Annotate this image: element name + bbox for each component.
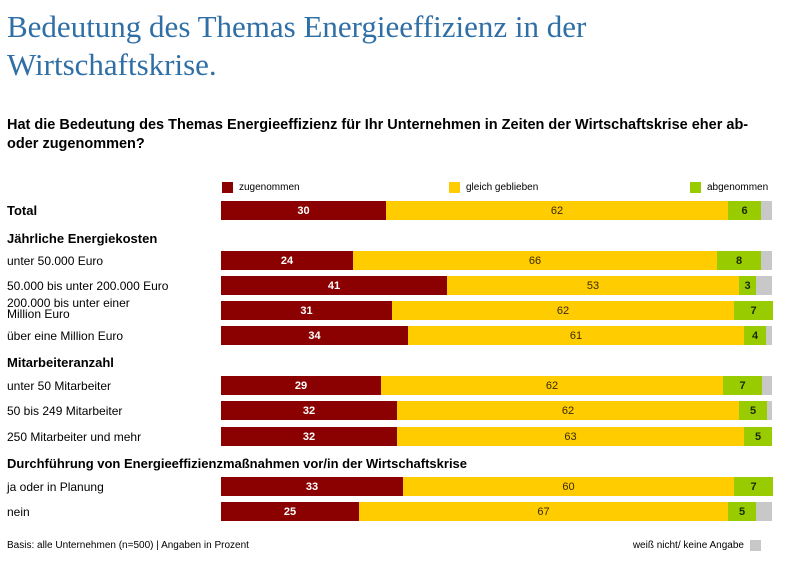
legend-swatch-unknown	[750, 540, 761, 551]
group-header-2: Mitarbeiteranzahl	[7, 355, 114, 370]
bar-value-label: 34	[308, 329, 321, 342]
bar-segment-up: 32	[221, 427, 397, 446]
bar-segment-up: 32	[221, 401, 397, 420]
legend-label-down: abgenommen	[707, 182, 769, 193]
group-header-3: Durchführung von Energieeffizienzmaßnahm…	[7, 456, 468, 471]
bar-value-label: 32	[302, 404, 316, 417]
bar-segment-same: 61	[408, 326, 744, 345]
footer-basis: Basis: alle Unternehmen (n=500) | Angabe…	[7, 540, 249, 551]
bar-segment-down: 3	[739, 276, 756, 295]
bar-segment-down: 5	[739, 401, 767, 420]
legend-swatch-up	[222, 182, 233, 193]
bar-segment-down: 7	[734, 477, 773, 496]
page-title: Bedeutung des Themas Energieeffizienz in…	[7, 9, 587, 82]
bar-value-label: 62	[545, 379, 559, 392]
bar-segment-up: 24	[221, 251, 353, 270]
bar-segment-down: 5	[728, 502, 756, 521]
row-label: nein	[7, 505, 30, 519]
survey-question: Hat die Bedeutung des Themas Energieeffi…	[7, 117, 749, 152]
legend-label-up: zugenommen	[239, 182, 300, 193]
bar-value-label: 3	[744, 279, 751, 292]
bar-segment-up: 30	[221, 201, 386, 220]
bar-segment-down: 4	[744, 326, 766, 345]
bar-value-label: 62	[550, 204, 564, 217]
bar-segment-same: 60	[403, 477, 734, 496]
bar-segment-up: 25	[221, 502, 359, 521]
bar-value-label: 62	[561, 404, 575, 417]
bar-value-label: 67	[537, 505, 550, 518]
bar-value-label: 7	[750, 480, 757, 493]
row-label: ja oder in Planung	[7, 480, 104, 494]
bar-segment-up: 34	[221, 326, 408, 345]
bar-segment-up: 29	[221, 376, 381, 395]
bar-segment-same: 67	[359, 502, 728, 521]
bar-value-label: 5	[749, 404, 757, 417]
bar-value-label: 5	[754, 430, 762, 443]
bar-segment-same: 62	[381, 376, 723, 395]
bar-value-label: 24	[280, 254, 294, 267]
row-label: Total	[7, 203, 38, 218]
legend-unknown: weiß nicht/ keine Angabe	[633, 540, 761, 551]
bar-segment-same: 63	[397, 427, 744, 446]
bar-segment-up: 31	[221, 301, 392, 320]
bar-segment-same: 62	[397, 401, 739, 420]
bar-segment-same: 62	[392, 301, 734, 320]
legend-down: abgenommen	[690, 182, 768, 194]
bar-value-label: 5	[738, 505, 746, 518]
bar-value-label: 8	[735, 254, 743, 267]
bar-value-label: 33	[305, 480, 319, 493]
bar-segment-down: 7	[723, 376, 762, 395]
bar-segment-down: 5	[744, 427, 772, 446]
legend-label-unknown: weiß nicht/ keine Angabe	[632, 540, 744, 551]
bar-value-label: 61	[569, 329, 583, 342]
row-label: 250 Mitarbeiter und mehr	[7, 430, 142, 444]
bar-value-label: 31	[300, 304, 313, 317]
bar-value-label: 30	[297, 204, 310, 217]
row-label: 50.000 bis unter 200.000 Euro	[7, 279, 169, 293]
bar-value-label: 7	[739, 379, 746, 392]
bar-value-label: 6	[741, 204, 748, 217]
bar-segment-same: 62	[386, 201, 728, 220]
bar-value-label: 29	[294, 379, 308, 392]
row-label: 50 bis 249 Mitarbeiter	[7, 404, 123, 418]
bar-value-label: 4	[751, 329, 759, 342]
legend-same: gleich geblieben	[449, 182, 538, 194]
bar-segment-down: 8	[717, 251, 761, 270]
legend-swatch-same	[449, 182, 460, 193]
legend-up: zugenommen	[222, 182, 300, 194]
bar-segment-same: 66	[353, 251, 717, 270]
group-header-1: Jährliche Energiekosten	[7, 231, 158, 246]
bar-value-label: 32	[302, 430, 316, 443]
bar-value-label: 63	[564, 430, 577, 443]
legend-label-same: gleich geblieben	[466, 182, 539, 193]
legend-swatch-down	[690, 182, 701, 193]
bar-value-label: 25	[283, 505, 297, 518]
row-label: unter 50.000 Euro	[7, 254, 104, 268]
row-label: unter 50 Mitarbeiter	[7, 379, 112, 393]
bar-value-label: 41	[327, 279, 341, 292]
bar-segment-same: 53	[447, 276, 739, 295]
bar-segment-down: 7	[734, 301, 773, 320]
bar-value-label: 7	[750, 304, 757, 317]
bar-segment-up: 33	[221, 477, 403, 496]
bar-value-label: 66	[528, 254, 542, 267]
bar-value-label: 62	[556, 304, 570, 317]
bar-segment-up: 41	[221, 276, 447, 295]
row-label: über eine Million Euro	[7, 329, 124, 343]
bar-value-label: 53	[586, 279, 600, 292]
bar-value-label: 60	[562, 480, 575, 493]
bar-segment-down: 6	[728, 201, 761, 220]
row-label: 200.000 bis unter einer Million Euro	[7, 296, 130, 321]
